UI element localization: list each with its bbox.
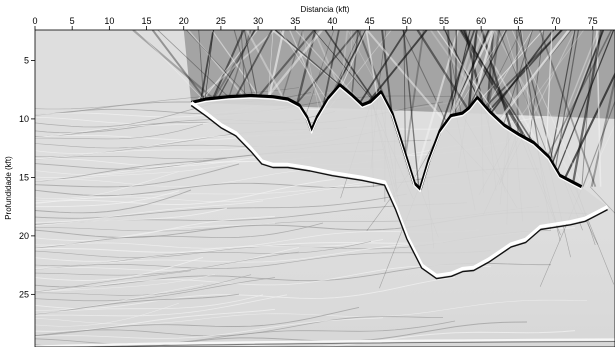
x-tick-label: 45 [365,16,375,26]
x-tick-label: 30 [253,16,263,26]
y-axis-label: Profundidade (kft) [4,156,13,220]
y-tick-label: 15 [19,172,29,182]
x-tick-label: 20 [179,16,189,26]
x-tick-label: 15 [142,16,152,26]
x-tick-label: 25 [216,16,226,26]
x-tick-label: 50 [402,16,412,26]
x-tick-label: 75 [588,16,598,26]
x-tick-label: 60 [476,16,486,26]
x-tick-label: 40 [327,16,337,26]
x-axis-ticks: 0 5 10 15 20 25 30 35 40 45 50 55 60 65 70 75 [32,16,597,30]
x-axis-label: Distancia (kft) [301,5,350,14]
y-tick-label: 25 [19,289,29,299]
plot-area [35,30,615,347]
x-tick-label: 5 [70,16,75,26]
x-tick-label: 35 [290,16,300,26]
x-tick-label: 70 [551,16,561,26]
y-tick-label: 10 [19,114,29,124]
y-tick-label: 20 [19,231,29,241]
x-tick-label: 0 [32,16,37,26]
x-tick-label: 10 [104,16,114,26]
x-tick-label: 55 [439,16,449,26]
y-tick-label: 5 [24,55,29,65]
x-tick-label: 65 [513,16,523,26]
y-axis-ticks: 5 10 15 20 25 [19,55,35,299]
